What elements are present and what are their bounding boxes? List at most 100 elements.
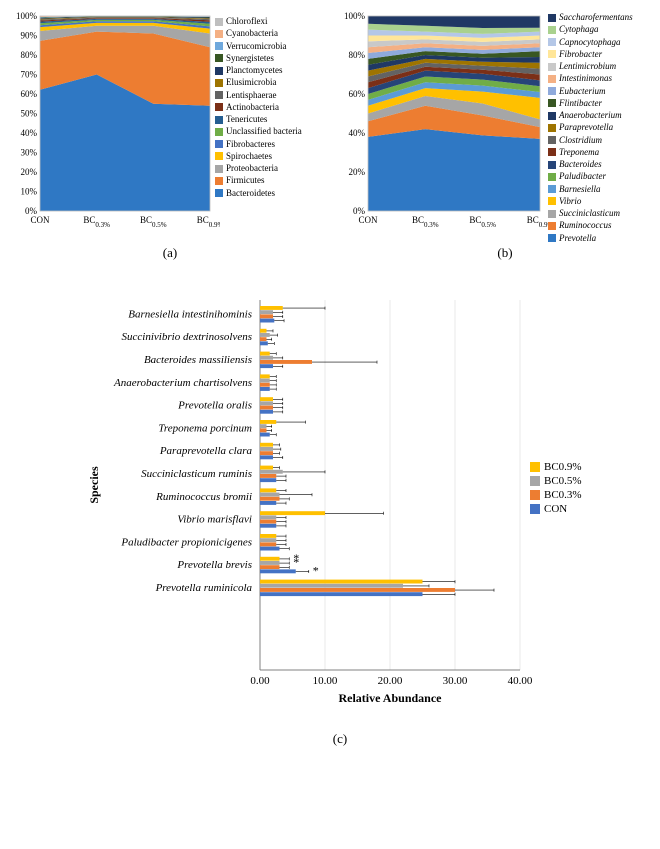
legend-label: Cyanobacteria <box>226 28 278 39</box>
legend-label: Paludibacter <box>559 171 606 182</box>
svg-text:80%: 80% <box>21 50 38 60</box>
legend-swatch <box>215 18 223 26</box>
svg-text:Prevotella brevis: Prevotella brevis <box>176 559 252 571</box>
legend-item: Firmicutes <box>215 175 302 186</box>
svg-text:Anaerobacterium chartisolvens: Anaerobacterium chartisolvens <box>113 377 252 389</box>
legend-item: Chloroflexi <box>215 16 302 27</box>
legend-item: Unclassified bacteria <box>215 126 302 137</box>
legend-swatch <box>548 14 556 22</box>
legend-swatch <box>215 140 223 148</box>
legend-item: Proteobacteria <box>215 163 302 174</box>
legend-label: Barnesiella <box>559 184 601 195</box>
svg-text:100%: 100% <box>344 11 366 21</box>
svg-text:*: * <box>313 564 319 578</box>
legend-label: Proteobacteria <box>226 163 278 174</box>
legend-item: Actinobacteria <box>215 102 302 113</box>
legend-item: Verrucomicrobia <box>215 41 302 52</box>
legend-swatch <box>548 197 556 205</box>
legend-swatch <box>215 189 223 197</box>
legend-item: Barnesiella <box>548 184 633 195</box>
legend-swatch <box>548 99 556 107</box>
legend-label: Succiniclasticum <box>559 208 620 219</box>
legend-label: Saccharofermentans <box>559 12 633 23</box>
legend-item: Treponema <box>548 147 633 158</box>
legend-label: Tenericutes <box>226 114 267 125</box>
legend-label: Anaerobacterium <box>559 110 622 121</box>
legend-label: Fibrobacteres <box>226 139 275 150</box>
legend-b: SaccharofermentansCytophagaCapnocytophag… <box>548 12 633 245</box>
legend-swatch <box>530 462 540 472</box>
legend-label: Flintibacter <box>559 98 602 109</box>
legend-swatch <box>548 112 556 120</box>
svg-text:BC0.3%: BC0.3% <box>412 215 439 229</box>
caption-a: (a) <box>10 245 330 261</box>
legend-item: BC0.3% <box>530 489 582 501</box>
legend-label: Chloroflexi <box>226 16 268 27</box>
svg-text:BC0.9%: BC0.9% <box>197 215 220 229</box>
legend-item: Bacteroidetes <box>215 188 302 199</box>
legend-label: Spirochaetes <box>226 151 272 162</box>
legend-label: Unclassified bacteria <box>226 126 302 137</box>
svg-text:100%: 100% <box>16 11 38 21</box>
panel-a: 0%10%20%30%40%50%60%70%80%90%100%CONBC0.… <box>10 10 330 261</box>
svg-text:*: * <box>293 555 299 569</box>
legend-swatch <box>215 42 223 50</box>
legend-swatch <box>215 54 223 62</box>
legend-label: Planctomycetes <box>226 65 282 76</box>
legend-item: Saccharofermentans <box>548 12 633 23</box>
chart-b: 0%20%40%60%80%100%CONBC0.3%BC0.5%BC0.9% <box>340 10 548 230</box>
legend-label: Intestinimonas <box>559 73 612 84</box>
legend-item: Planctomycetes <box>215 65 302 76</box>
legend-label: Verrucomicrobia <box>226 41 286 52</box>
legend-label: Bacteroidetes <box>226 188 275 199</box>
svg-text:40%: 40% <box>349 128 366 138</box>
legend-swatch <box>215 165 223 173</box>
legend-label: Treponema <box>559 147 599 158</box>
svg-text:30.00: 30.00 <box>443 675 468 687</box>
svg-text:Treponema porcinum: Treponema porcinum <box>158 422 252 434</box>
legend-item: Eubacterium <box>548 86 633 97</box>
legend-label: CON <box>544 503 567 515</box>
panel-c: 0.0010.0020.0030.0040.00Barnesiella inte… <box>60 286 620 747</box>
svg-text:30%: 30% <box>21 148 38 158</box>
legend-label: Paraprevotella <box>559 122 613 133</box>
legend-item: BC0.9% <box>530 461 582 473</box>
legend-label: Actinobacteria <box>226 102 279 113</box>
svg-text:60%: 60% <box>349 89 366 99</box>
svg-text:70%: 70% <box>21 70 38 80</box>
legend-swatch <box>548 136 556 144</box>
legend-label: Firmicutes <box>226 175 265 186</box>
svg-text:10.00: 10.00 <box>313 675 338 687</box>
svg-text:20%: 20% <box>349 167 366 177</box>
svg-text:Succinivibrio dextrinosolvens: Succinivibrio dextrinosolvens <box>122 331 252 343</box>
legend-swatch <box>548 26 556 34</box>
legend-swatch <box>530 476 540 486</box>
legend-swatch <box>548 173 556 181</box>
legend-label: BC0.5% <box>544 475 582 487</box>
svg-text:Species: Species <box>87 466 101 504</box>
legend-swatch <box>548 222 556 230</box>
legend-label: Prevotella <box>559 233 596 244</box>
svg-text:0.00: 0.00 <box>250 675 270 687</box>
svg-text:60%: 60% <box>21 89 38 99</box>
legend-swatch <box>548 124 556 132</box>
legend-label: Synergistetes <box>226 53 274 64</box>
svg-text:10%: 10% <box>21 187 38 197</box>
legend-swatch <box>215 128 223 136</box>
svg-text:BC0.5%: BC0.5% <box>140 215 167 229</box>
svg-text:BC0.3%: BC0.3% <box>83 215 110 229</box>
legend-item: Succiniclasticum <box>548 208 633 219</box>
svg-text:40%: 40% <box>21 128 38 138</box>
svg-text:90%: 90% <box>21 31 38 41</box>
legend-item: Clostridium <box>548 135 633 146</box>
legend-item: CON <box>530 503 582 515</box>
bottom-row: 0.0010.0020.0030.0040.00Barnesiella inte… <box>10 286 660 747</box>
legend-item: BC0.5% <box>530 475 582 487</box>
legend-item: Fibrobacteres <box>215 139 302 150</box>
legend-item: Tenericutes <box>215 114 302 125</box>
legend-item: Lentimicrobium <box>548 61 633 72</box>
legend-label: Bacteroides <box>559 159 602 170</box>
legend-label: Clostridium <box>559 135 602 146</box>
caption-b: (b) <box>340 245 660 261</box>
legend-swatch <box>215 152 223 160</box>
